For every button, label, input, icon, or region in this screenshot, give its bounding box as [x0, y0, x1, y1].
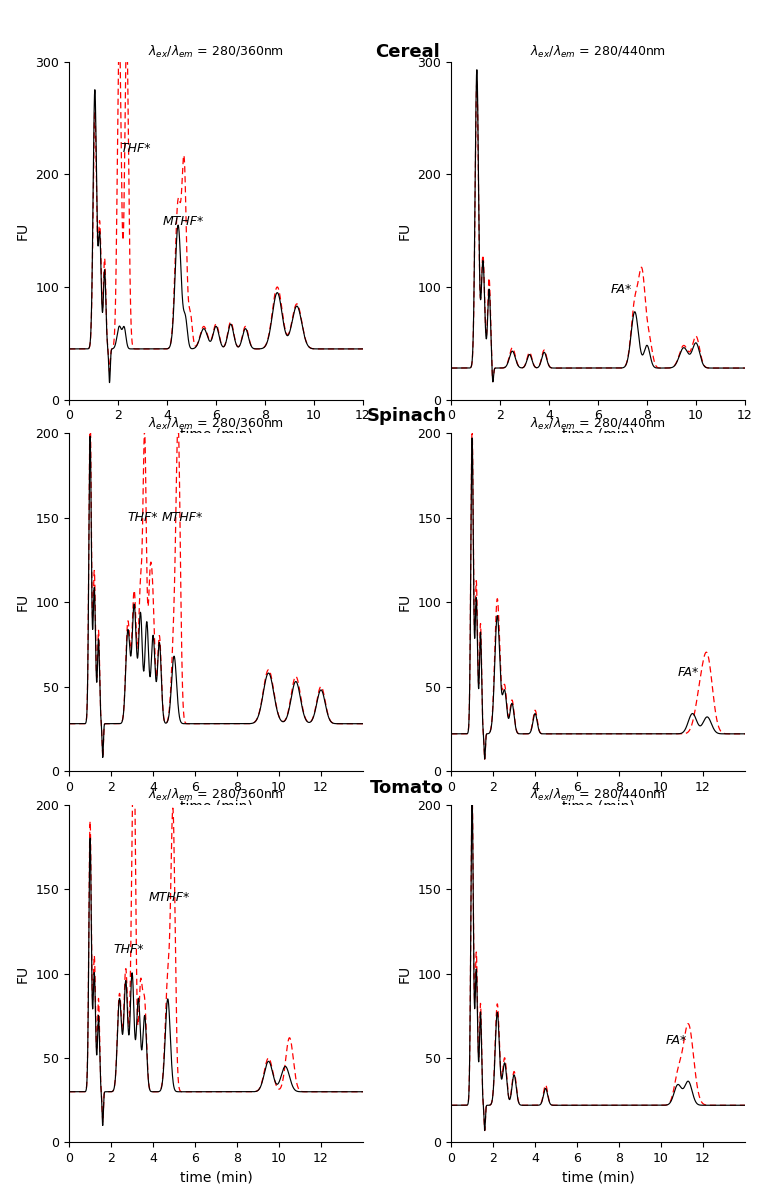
Title: $\lambda_{ex}/\lambda_{em}$ = 280/440nm: $\lambda_{ex}/\lambda_{em}$ = 280/440nm [530, 788, 666, 803]
Title: $\lambda_{ex}/\lambda_{em}$ = 280/360nm: $\lambda_{ex}/\lambda_{em}$ = 280/360nm [148, 788, 284, 803]
Title: $\lambda_{ex}/\lambda_{em}$ = 280/360nm: $\lambda_{ex}/\lambda_{em}$ = 280/360nm [148, 415, 284, 432]
Text: FA*: FA* [665, 1034, 687, 1047]
Y-axis label: FU: FU [398, 221, 412, 240]
Y-axis label: FU: FU [16, 221, 30, 240]
X-axis label: time (min): time (min) [180, 1171, 253, 1185]
X-axis label: time (min): time (min) [561, 800, 634, 813]
Y-axis label: FU: FU [16, 965, 30, 983]
Text: THF*: THF* [128, 512, 158, 524]
Text: THF*: THF* [113, 944, 144, 957]
Y-axis label: FU: FU [398, 593, 412, 612]
Title: $\lambda_{ex}/\lambda_{em}$ = 280/440nm: $\lambda_{ex}/\lambda_{em}$ = 280/440nm [530, 44, 666, 61]
Text: Cereal: Cereal [375, 43, 439, 61]
Text: FA*: FA* [611, 283, 631, 295]
Text: MTHF*: MTHF* [149, 891, 190, 904]
Text: Tomato: Tomato [370, 779, 444, 797]
Text: THF*: THF* [121, 142, 151, 155]
Text: FA*: FA* [678, 666, 699, 679]
Text: MTHF*: MTHF* [162, 215, 204, 228]
Y-axis label: FU: FU [16, 593, 30, 612]
Text: MTHF*: MTHF* [161, 512, 203, 524]
Text: Spinach: Spinach [367, 407, 447, 426]
X-axis label: time (min): time (min) [561, 428, 634, 441]
X-axis label: time (min): time (min) [561, 1171, 634, 1185]
Title: $\lambda_{ex}/\lambda_{em}$ = 280/440nm: $\lambda_{ex}/\lambda_{em}$ = 280/440nm [530, 415, 666, 432]
X-axis label: time (min): time (min) [180, 800, 253, 813]
Title: $\lambda_{ex}/\lambda_{em}$ = 280/360nm: $\lambda_{ex}/\lambda_{em}$ = 280/360nm [148, 44, 284, 61]
X-axis label: time (min): time (min) [180, 428, 253, 441]
Y-axis label: FU: FU [398, 965, 412, 983]
